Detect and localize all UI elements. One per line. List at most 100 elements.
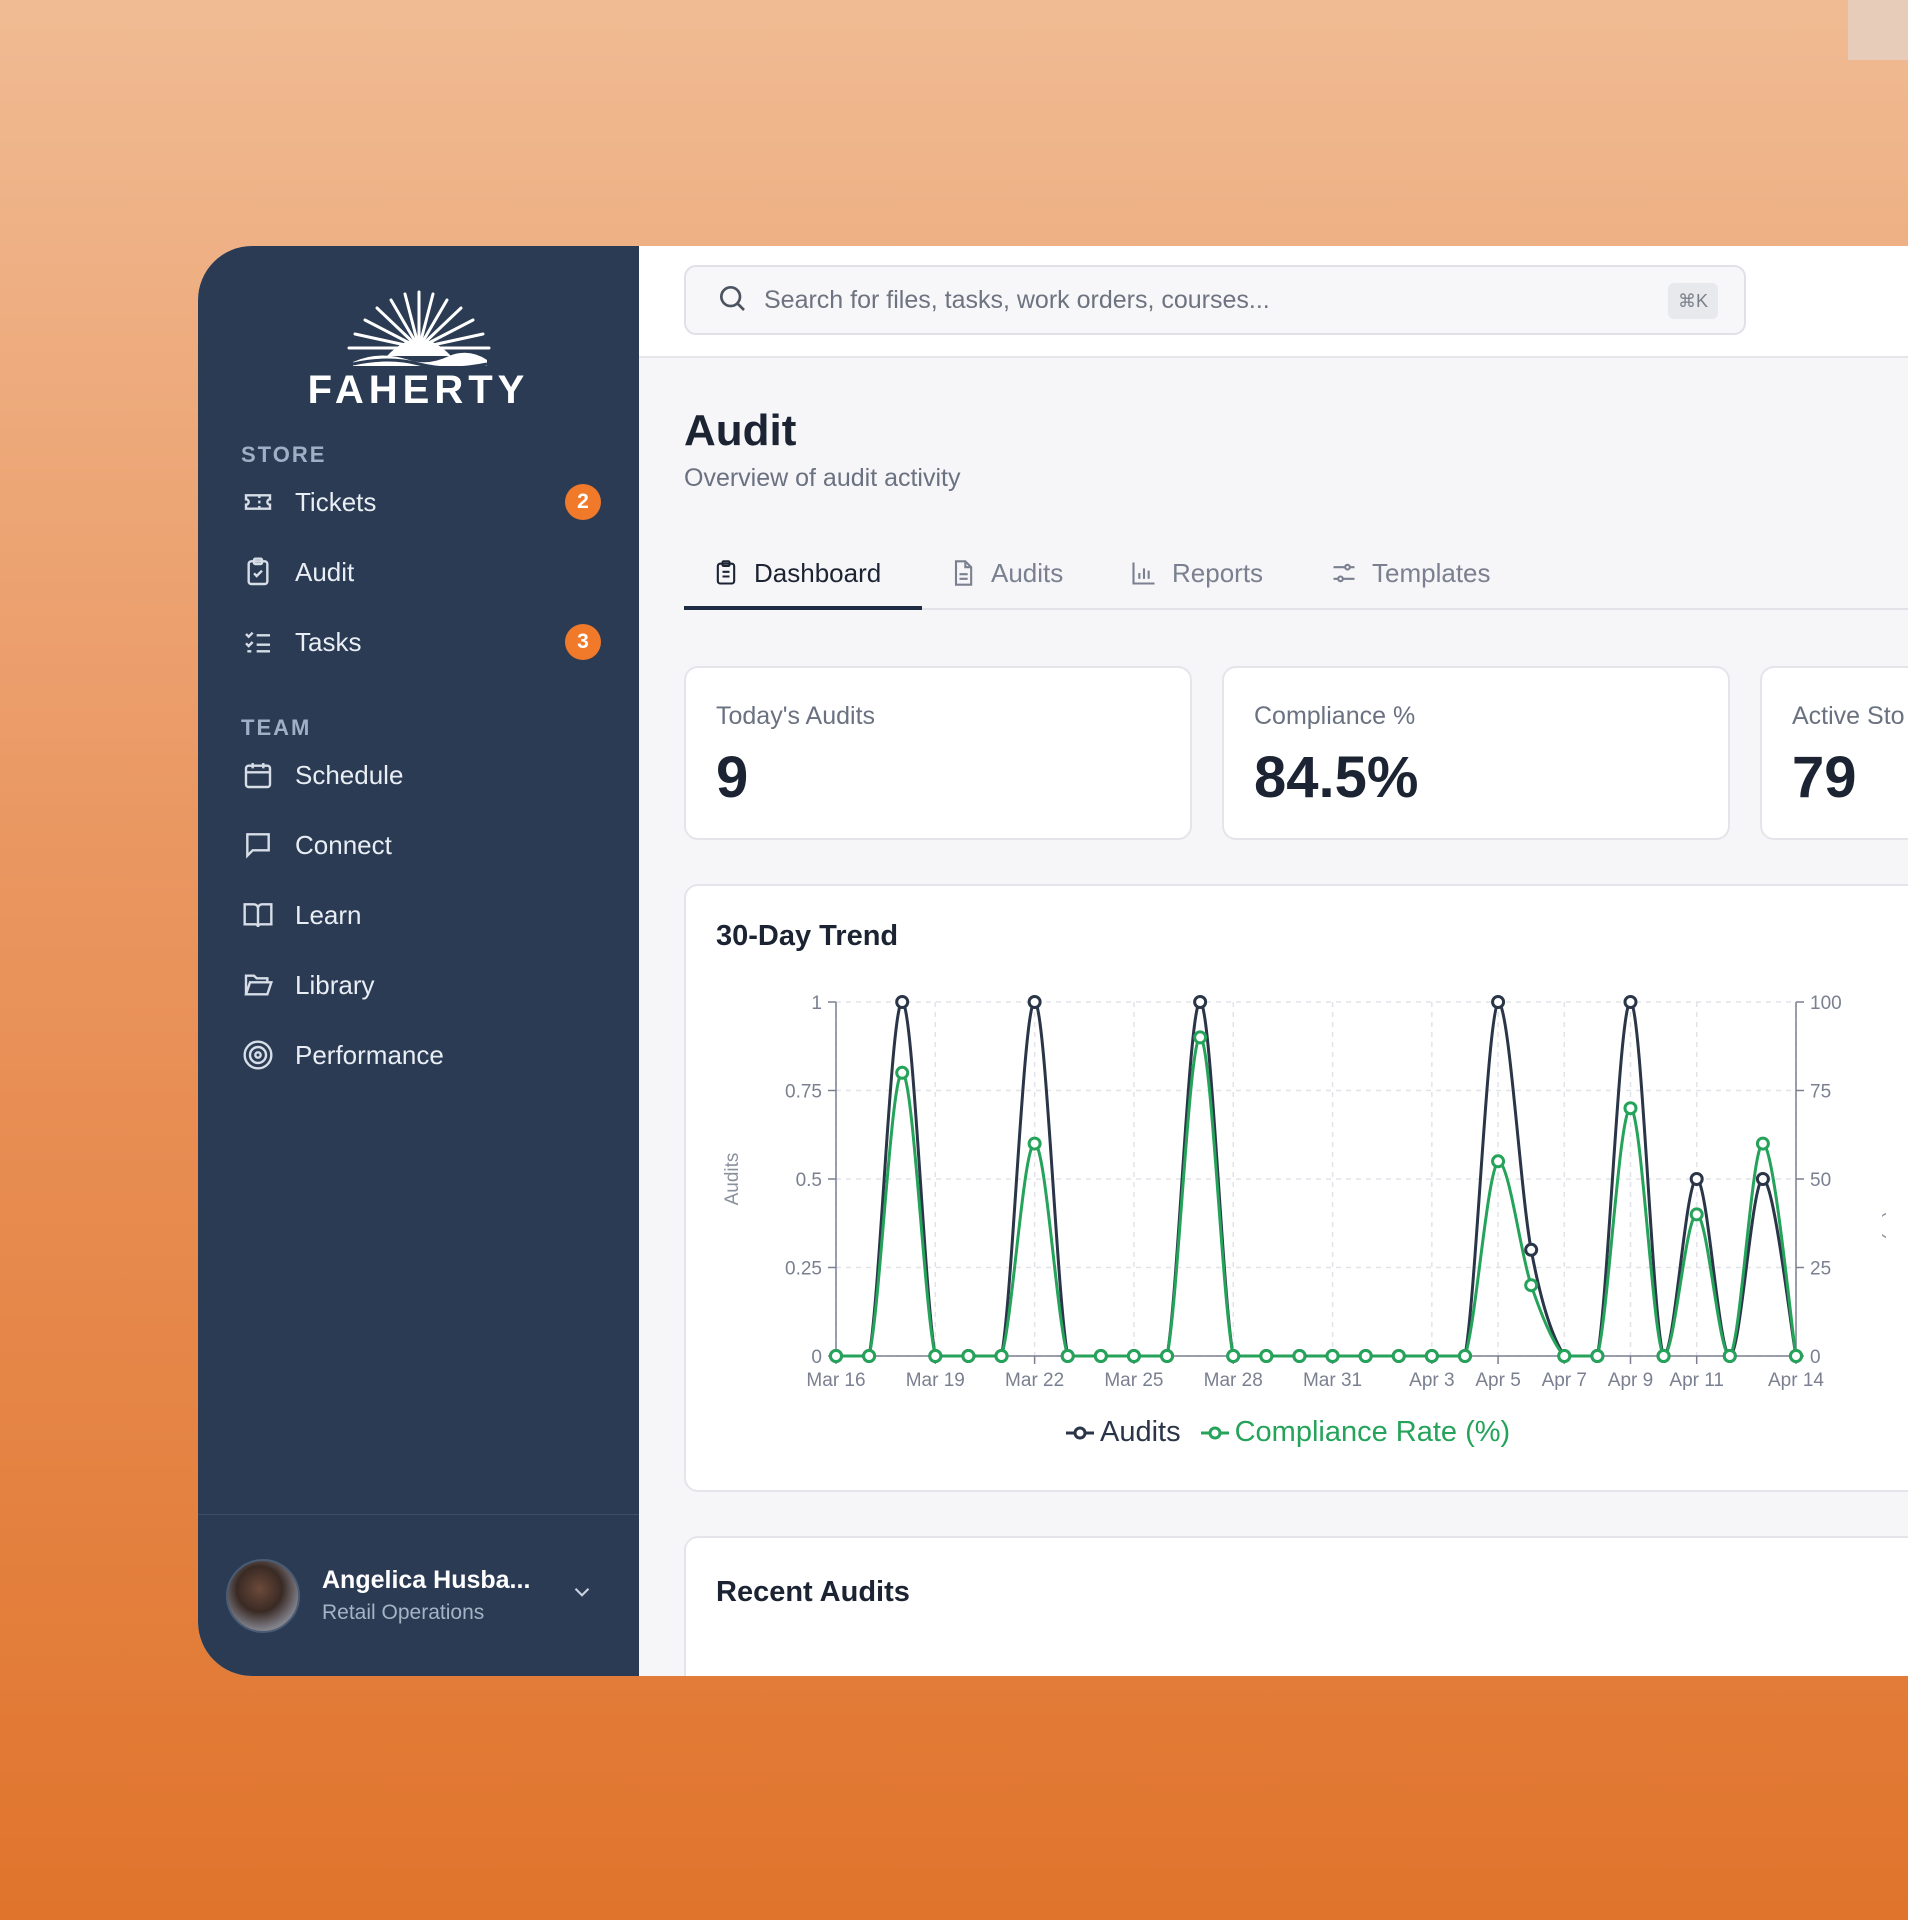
sidebar-item-label: Audit <box>295 556 355 587</box>
background-corner <box>1848 0 1908 60</box>
legend-label: Audits <box>1100 1416 1181 1448</box>
stat-card-todays-audits: Today's Audits 9 <box>684 666 1192 840</box>
user-name: Angelica Husba... <box>322 1566 531 1594</box>
y2-tick-label: 50 <box>1810 1170 1831 1191</box>
data-point-compliance <box>1789 1349 1803 1363</box>
sidebar: FAHERTY STORE Tickets 2 Audit Tasks 3 TE… <box>198 246 639 1676</box>
file-text-icon <box>949 559 977 587</box>
avatar <box>226 1558 300 1633</box>
y2-tick-label: 75 <box>1810 1082 1831 1103</box>
stat-value: 84.5% <box>1254 745 1419 810</box>
trend-chart-card: 30-Day Trend 0 0.25 0.5 0.75 1 0 25 50 75 100 Mar … <box>684 884 1908 1492</box>
sidebar-item-label: Library <box>295 969 375 1000</box>
x-tick-label: Mar 31 <box>1303 1370 1362 1391</box>
sliders-icon <box>1330 559 1358 587</box>
stat-value: 79 <box>1792 745 1857 810</box>
legend-label: Compliance Rate (%) <box>1234 1416 1511 1448</box>
data-point-compliance <box>1193 1030 1208 1045</box>
main-content: Search for files, tasks, work orders, co… <box>639 246 1908 1676</box>
stat-label: Compliance % <box>1254 702 1416 730</box>
list-checks-icon <box>241 625 275 659</box>
app-window: FAHERTY STORE Tickets 2 Audit Tasks 3 TE… <box>198 246 1908 1676</box>
data-point-compliance <box>1259 1349 1274 1363</box>
legend-item-compliance[interactable]: Compliance Rate (%) <box>1200 1416 1511 1449</box>
tab-label: Dashboard <box>754 557 882 588</box>
section-label-team: TEAM <box>241 715 312 740</box>
ticket-icon <box>241 485 275 519</box>
data-point-audits <box>1027 995 1042 1009</box>
legend-item-audits[interactable]: Audits <box>1066 1416 1181 1449</box>
clipboard-check-icon <box>241 555 275 589</box>
active-tab-indicator <box>684 606 922 610</box>
data-point-compliance <box>1656 1349 1671 1363</box>
sidebar-item-learn[interactable]: Learn <box>241 887 601 943</box>
tab-reports[interactable]: Reports <box>1130 536 1263 610</box>
data-point-audits <box>1491 995 1506 1009</box>
x-tick-label: Apr 14 <box>1768 1370 1824 1391</box>
y-tick-label: 0.75 <box>785 1082 822 1103</box>
x-tick-label: Mar 19 <box>906 1370 965 1391</box>
data-point-compliance <box>1623 1101 1638 1116</box>
data-point-compliance <box>1524 1278 1539 1293</box>
trend-chart: 0 0.25 0.5 0.75 1 0 25 50 75 100 Mar 16 Mar 19 Mar 2… <box>722 993 1886 1391</box>
data-point-compliance <box>1160 1349 1175 1363</box>
data-point-compliance <box>895 1065 910 1080</box>
tab-templates[interactable]: Templates <box>1330 536 1491 610</box>
y-tick-label: 0 <box>811 1347 822 1368</box>
data-point-compliance <box>1689 1207 1704 1222</box>
x-tick-label: Apr 9 <box>1608 1370 1653 1391</box>
y-tick-label: 1 <box>811 993 822 1014</box>
y-tick-label: 0.25 <box>785 1259 822 1280</box>
recent-audits-card: Recent Audits <box>684 1536 1908 1676</box>
shortcut-hint: ⌘K <box>1667 283 1718 319</box>
sidebar-item-schedule[interactable]: Schedule <box>241 747 601 803</box>
data-point-compliance <box>961 1349 976 1363</box>
sidebar-item-label: Schedule <box>295 759 404 790</box>
tab-bar: Dashboard Audits Reports Templates <box>684 536 1908 610</box>
calendar-icon <box>241 758 275 792</box>
sidebar-item-audit[interactable]: Audit <box>241 544 601 600</box>
data-point-compliance <box>1292 1349 1307 1363</box>
y2-tick-label: 0 <box>1810 1347 1821 1368</box>
tab-audits[interactable]: Audits <box>949 536 1063 610</box>
stat-card-compliance: Compliance % 84.5% <box>1222 666 1730 840</box>
x-tick-label: Apr 5 <box>1475 1370 1520 1391</box>
data-point-compliance <box>994 1349 1009 1363</box>
user-role: Retail Operations <box>322 1601 485 1624</box>
data-point-compliance <box>1358 1349 1373 1363</box>
y2-axis-label: Pass Rate (%) <box>1881 1118 1886 1240</box>
sidebar-item-library[interactable]: Library <box>241 957 601 1013</box>
search-icon <box>716 282 748 319</box>
folder-open-icon <box>241 968 275 1002</box>
y-axis-label: Audits <box>722 1153 743 1206</box>
tab-label: Reports <box>1172 557 1264 588</box>
user-menu[interactable]: Angelica Husba... Retail Operations <box>198 1514 639 1676</box>
book-open-icon <box>241 898 275 932</box>
x-tick-label: Mar 25 <box>1104 1370 1163 1391</box>
legend-compliance-marker <box>1200 1426 1229 1439</box>
sidebar-item-connect[interactable]: Connect <box>241 817 601 873</box>
sidebar-item-label: Tasks <box>295 626 362 657</box>
top-bar: Search for files, tasks, work orders, co… <box>639 246 1908 358</box>
brand-name: FAHERTY <box>307 368 530 412</box>
sidebar-item-performance[interactable]: Performance <box>241 1027 601 1083</box>
y2-tick-label: 100 <box>1810 993 1842 1014</box>
brand-logo[interactable]: FAHERTY <box>198 286 639 413</box>
sidebar-item-tickets[interactable]: Tickets 2 <box>241 474 601 530</box>
search-input[interactable]: Search for files, tasks, work orders, co… <box>684 265 1746 335</box>
sidebar-item-tasks[interactable]: Tasks 3 <box>241 614 601 670</box>
bar-chart-icon <box>1130 559 1158 587</box>
page-title: Audit <box>684 406 797 455</box>
chevron-down-icon[interactable] <box>569 1579 595 1610</box>
tab-dashboard[interactable]: Dashboard <box>712 536 881 610</box>
data-point-audits <box>1623 995 1638 1009</box>
stat-value: 9 <box>716 745 749 810</box>
sidebar-item-label: Performance <box>295 1039 444 1070</box>
data-point-compliance <box>928 1349 943 1363</box>
data-point-compliance <box>1325 1349 1340 1363</box>
data-point-compliance <box>862 1349 877 1363</box>
data-point-audits <box>895 995 910 1009</box>
page-subtitle: Overview of audit activity <box>684 464 961 492</box>
data-point-compliance <box>1060 1349 1075 1363</box>
data-point-compliance <box>1093 1349 1108 1363</box>
